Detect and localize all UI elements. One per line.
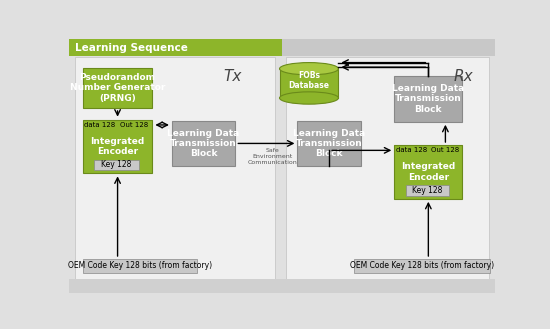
FancyBboxPatch shape xyxy=(69,39,282,56)
Text: Tx: Tx xyxy=(224,69,242,84)
Text: FOBs
Database: FOBs Database xyxy=(289,71,329,90)
FancyBboxPatch shape xyxy=(354,259,490,273)
Text: Integrated
Encoder: Integrated Encoder xyxy=(402,162,455,182)
Text: Safe
Environment
Communication: Safe Environment Communication xyxy=(248,148,298,164)
FancyBboxPatch shape xyxy=(69,279,495,293)
Text: Learning Data
Transmission
Block: Learning Data Transmission Block xyxy=(293,129,365,158)
Text: data 128: data 128 xyxy=(84,122,115,128)
FancyBboxPatch shape xyxy=(394,76,463,122)
FancyBboxPatch shape xyxy=(82,119,117,130)
Text: Out 128: Out 128 xyxy=(431,147,460,153)
Text: Learning Data
Transmission
Block: Learning Data Transmission Block xyxy=(167,129,240,158)
FancyBboxPatch shape xyxy=(406,185,449,196)
Text: Out 128: Out 128 xyxy=(120,122,148,128)
FancyBboxPatch shape xyxy=(117,119,152,130)
FancyBboxPatch shape xyxy=(172,121,235,166)
Text: data 128: data 128 xyxy=(395,147,427,153)
Text: Learning Sequence: Learning Sequence xyxy=(75,43,188,53)
Ellipse shape xyxy=(279,92,338,104)
FancyBboxPatch shape xyxy=(82,259,197,273)
FancyBboxPatch shape xyxy=(75,57,275,279)
Text: OEM Code Key 128 bits (from factory): OEM Code Key 128 bits (from factory) xyxy=(350,261,494,270)
FancyBboxPatch shape xyxy=(298,121,361,166)
FancyBboxPatch shape xyxy=(279,69,338,98)
FancyBboxPatch shape xyxy=(282,39,495,56)
FancyBboxPatch shape xyxy=(286,57,489,279)
FancyBboxPatch shape xyxy=(94,160,139,170)
FancyBboxPatch shape xyxy=(428,145,463,156)
FancyBboxPatch shape xyxy=(394,145,428,156)
Text: Rx: Rx xyxy=(454,69,474,84)
Text: Learning Data
Transmission
Block: Learning Data Transmission Block xyxy=(392,84,464,114)
FancyBboxPatch shape xyxy=(82,119,152,173)
FancyBboxPatch shape xyxy=(394,145,463,199)
Text: Key 128: Key 128 xyxy=(412,186,443,195)
Text: OEM Code Key 128 bits (from factory): OEM Code Key 128 bits (from factory) xyxy=(68,261,212,270)
Text: Integrated
Encoder: Integrated Encoder xyxy=(90,137,145,156)
Text: Key 128: Key 128 xyxy=(101,161,131,169)
FancyBboxPatch shape xyxy=(82,68,152,108)
Ellipse shape xyxy=(279,63,338,75)
Text: Pseudorandom
Number Generator
(PRNG): Pseudorandom Number Generator (PRNG) xyxy=(70,73,165,103)
